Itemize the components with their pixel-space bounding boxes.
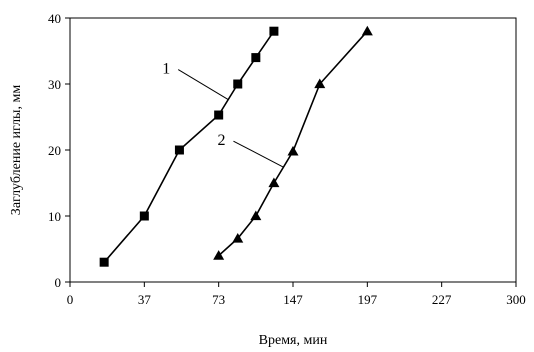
series-1-point <box>251 53 261 63</box>
y-tick-label: 20 <box>48 143 61 158</box>
series-2-point <box>287 145 299 156</box>
series-1-point <box>214 110 224 120</box>
series-tags: 12 <box>162 61 284 168</box>
y-axis-ticks: 0 10 20 30 40 <box>48 11 70 290</box>
series-2-point <box>250 210 262 221</box>
series-1-point <box>99 257 109 267</box>
series-1-point <box>269 26 279 36</box>
series-2-point <box>361 25 373 36</box>
x-axis-ticks: 0 37 73 147 197 227 300 <box>67 282 526 307</box>
series-2-leader-line <box>233 140 284 168</box>
y-tick-label: 40 <box>48 11 61 26</box>
series-2-line <box>218 30 368 257</box>
x-tick-label: 0 <box>67 292 74 307</box>
y-tick-label: 10 <box>48 209 61 224</box>
series-1-tag: 1 <box>162 61 170 78</box>
series-2-point <box>213 250 225 260</box>
x-axis-label: Время, мин <box>259 333 328 348</box>
x-tick-label: 300 <box>506 292 526 307</box>
x-tick-label: 37 <box>138 292 152 307</box>
y-tick-label: 0 <box>55 275 62 290</box>
series-2-point <box>268 177 280 188</box>
series-layer <box>99 25 373 267</box>
series-1-point <box>174 145 184 155</box>
series-1-leader-line <box>177 69 229 100</box>
y-axis-label: Заглубление иглы, мм <box>9 85 24 216</box>
series-1-point <box>139 211 149 221</box>
x-tick-label: 197 <box>358 292 378 307</box>
series-1-point <box>233 79 243 89</box>
plot-area-frame <box>69 17 517 283</box>
x-tick-label: 73 <box>212 292 225 307</box>
series-2-point <box>314 78 326 89</box>
series-2-point <box>232 232 244 243</box>
x-tick-label: 147 <box>283 292 303 307</box>
y-tick-label: 30 <box>48 77 61 92</box>
series-1-line <box>103 30 275 263</box>
x-tick-label: 227 <box>432 292 452 307</box>
series-2-tag: 2 <box>217 132 225 149</box>
